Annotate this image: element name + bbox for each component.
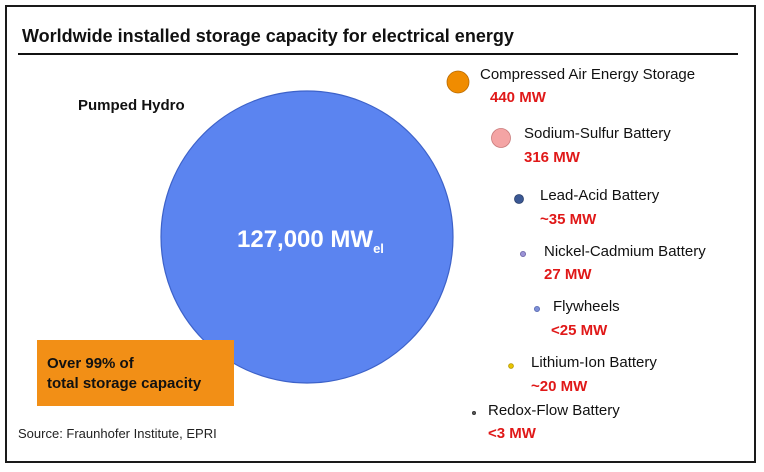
bubble-compressed-air-energy-storage — [446, 70, 470, 94]
label-value-lead-acid-battery: ~35 MW — [540, 211, 597, 228]
bubble-nickel-cadmium-battery — [520, 250, 527, 257]
annotation-text: Over 99% of total storage capacity — [47, 354, 201, 394]
bubble-redox-flow-battery — [471, 410, 476, 415]
title-underline — [18, 53, 738, 55]
bubble-flywheels — [534, 305, 541, 312]
annotation-box: Over 99% of total storage capacity — [37, 340, 234, 406]
bubble-pumped-hydro — [160, 90, 454, 384]
label-value-flywheels: <25 MW — [551, 322, 608, 339]
annotation-line-2: total storage capacity — [47, 375, 202, 392]
label-value-compressed-air-energy-storage: 440 MW — [490, 89, 546, 106]
label-name-nickel-cadmium-battery: Nickel-Cadmium Battery — [544, 243, 706, 260]
source-note: Source: Fraunhofer Institute, EPRI — [18, 426, 217, 441]
label-name-flywheels: Flywheels — [553, 298, 620, 315]
label-name-redox-flow-battery: Redox-Flow Battery — [488, 402, 620, 419]
pumped-hydro-value-text: 127,000 MW — [237, 226, 374, 253]
chart-title: Worldwide installed storage capacity for… — [22, 26, 514, 46]
label-name-lead-acid-battery: Lead-Acid Battery — [540, 187, 660, 204]
annotation-line-1: Over 99% of — [47, 355, 134, 372]
label-name-compressed-air-energy-storage: Compressed Air Energy Storage — [480, 66, 696, 83]
pumped-hydro-value-label: 127,000 MWel — [237, 226, 384, 256]
label-name-lithium-ion-battery: Lithium-Ion Battery — [531, 354, 657, 371]
bubble-lithium-ion-battery — [508, 363, 514, 369]
pumped-hydro-value-subscript: el — [373, 241, 384, 256]
label-value-lithium-ion-battery: ~20 MW — [531, 378, 588, 395]
label-value-sodium-sulfur-battery: 316 MW — [524, 149, 580, 166]
series-label-pumped-hydro: Pumped Hydro — [78, 97, 185, 114]
label-value-nickel-cadmium-battery: 27 MW — [544, 266, 592, 283]
bubble-sodium-sulfur-battery — [491, 128, 511, 148]
bubble-lead-acid-battery — [514, 194, 524, 204]
label-name-sodium-sulfur-battery: Sodium-Sulfur Battery — [524, 125, 671, 142]
label-value-redox-flow-battery: <3 MW — [488, 425, 536, 442]
